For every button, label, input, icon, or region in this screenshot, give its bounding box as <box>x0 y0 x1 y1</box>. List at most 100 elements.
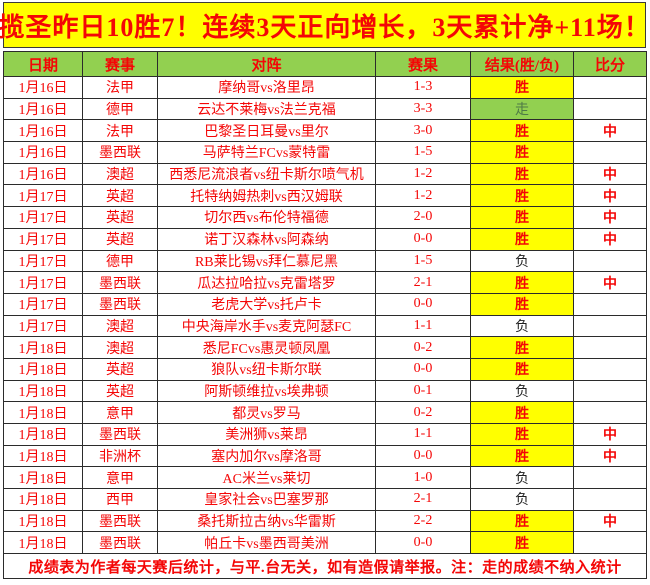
result-cell: 胜 <box>470 357 574 381</box>
date-cell: 1月18日 <box>3 488 83 511</box>
result-cell: 胜 <box>470 292 574 316</box>
match-cell: 切尔西vs布伦特福德 <box>157 206 376 229</box>
date-cell: 1月16日 <box>3 97 83 121</box>
result-cell: 胜 <box>470 227 574 251</box>
match-cell: 阿斯顿维拉vs埃弗顿 <box>157 379 376 403</box>
date-cell: 1月18日 <box>3 509 83 533</box>
score-cell: 3-0 <box>375 119 471 143</box>
mark-cell <box>573 249 647 273</box>
column-header-score: 赛果 <box>375 51 471 77</box>
table-row: 1月16日 德甲 云达不莱梅vs法兰克福 3-3 走 <box>3 97 647 121</box>
page-title: 揽圣昨日10胜7！连续3天正向增长，3天累计净+11场！ <box>0 12 650 42</box>
date-cell: 1月17日 <box>3 314 83 338</box>
mark-cell <box>573 401 647 424</box>
match-cell: 老虎大学vs托卢卡 <box>157 292 376 316</box>
table-row: 1月17日 墨西联 老虎大学vs托卢卡 0-0 胜 <box>3 292 647 316</box>
match-cell: 瓜达拉哈拉vs克雷塔罗 <box>157 271 376 294</box>
results-table-body: 1月16日 法甲 摩纳哥vs洛里昂 1-3 胜 1月16日 德甲 云达不莱梅vs法兰克福 3-3… <box>3 76 647 555</box>
mark-cell: 中 <box>573 423 647 446</box>
league-cell: 法甲 <box>82 76 158 99</box>
score-cell: 1-0 <box>375 466 471 490</box>
results-table: 日期 赛事 对阵 赛果 结果(胜/负) 比分 1月16日 法甲 摩纳哥vs洛里昂 1-… <box>3 51 647 580</box>
result-cell: 胜 <box>470 444 574 468</box>
table-row: 1月18日 澳超 悉尼FCvs惠灵顿凤凰 0-2 胜 <box>3 336 647 359</box>
date-cell: 1月16日 <box>3 162 83 186</box>
match-cell: 悉尼FCvs惠灵顿凤凰 <box>157 336 376 359</box>
date-cell: 1月16日 <box>3 119 83 143</box>
mark-cell: 中 <box>573 119 647 143</box>
match-cell: 马萨特兰FCvs蒙特雷 <box>157 141 376 164</box>
mark-cell <box>573 314 647 338</box>
league-cell: 意甲 <box>82 466 158 490</box>
score-cell: 0-0 <box>375 531 471 555</box>
league-cell: 德甲 <box>82 249 158 273</box>
column-header-date: 日期 <box>3 51 83 77</box>
results-table-footer: 成绩表为作者每天赛后统计，与平.台无关，如有造假请举报。注：走的成绩不纳入统计 <box>3 553 647 580</box>
column-header-league: 赛事 <box>82 51 158 77</box>
score-cell: 0-0 <box>375 292 471 316</box>
date-cell: 1月16日 <box>3 141 83 164</box>
table-row: 1月18日 意甲 AC米兰vs莱切 1-0 负 <box>3 466 647 490</box>
score-cell: 1-3 <box>375 76 471 99</box>
table-row: 1月18日 西甲 皇家社会vs巴塞罗那 2-1 负 <box>3 488 647 511</box>
mark-cell <box>573 97 647 121</box>
league-cell: 英超 <box>82 357 158 381</box>
mark-cell <box>573 292 647 316</box>
date-cell: 1月17日 <box>3 184 83 208</box>
match-cell: 托特纳姆热刺vs西汉姆联 <box>157 184 376 208</box>
result-cell: 胜 <box>470 531 574 555</box>
header-row: 日期 赛事 对阵 赛果 结果(胜/负) 比分 <box>3 51 647 77</box>
date-cell: 1月18日 <box>3 379 83 403</box>
score-cell: 0-0 <box>375 227 471 251</box>
table-row: 1月18日 墨西联 帕丘卡vs墨西哥美洲 0-0 胜 <box>3 531 647 555</box>
column-header-match: 对阵 <box>157 51 376 77</box>
result-cell: 胜 <box>470 206 574 229</box>
table-row: 1月18日 墨西联 美洲狮vs莱昂 1-1 胜中 <box>3 423 647 446</box>
result-cell: 胜 <box>470 271 574 294</box>
match-cell: 云达不莱梅vs法兰克福 <box>157 97 376 121</box>
league-cell: 墨西联 <box>82 292 158 316</box>
score-cell: 0-2 <box>375 401 471 424</box>
league-cell: 英超 <box>82 379 158 403</box>
mark-cell <box>573 336 647 359</box>
league-cell: 德甲 <box>82 97 158 121</box>
score-cell: 2-2 <box>375 509 471 533</box>
score-cell: 0-0 <box>375 444 471 468</box>
table-row: 1月18日 墨西联 桑托斯拉古纳vs华雷斯 2-2 胜中 <box>3 509 647 533</box>
result-cell: 负 <box>470 379 574 403</box>
result-cell: 胜 <box>470 184 574 208</box>
score-cell: 1-2 <box>375 162 471 186</box>
score-cell: 2-1 <box>375 488 471 511</box>
result-cell: 胜 <box>470 423 574 446</box>
date-cell: 1月18日 <box>3 357 83 381</box>
league-cell: 墨西联 <box>82 531 158 555</box>
date-cell: 1月18日 <box>3 336 83 359</box>
score-cell: 0-0 <box>375 357 471 381</box>
table-row: 1月18日 非洲杯 塞内加尔vs摩洛哥 0-0 胜中 <box>3 444 647 468</box>
mark-cell: 中 <box>573 509 647 533</box>
match-cell: 帕丘卡vs墨西哥美洲 <box>157 531 376 555</box>
score-cell: 0-2 <box>375 336 471 359</box>
league-cell: 澳超 <box>82 336 158 359</box>
match-cell: 皇家社会vs巴塞罗那 <box>157 488 376 511</box>
mark-cell <box>573 466 647 490</box>
league-cell: 意甲 <box>82 401 158 424</box>
score-cell: 2-0 <box>375 206 471 229</box>
league-cell: 墨西联 <box>82 271 158 294</box>
score-cell: 3-3 <box>375 97 471 121</box>
table-row: 1月17日 德甲 RB莱比锡vs拜仁慕尼黑 1-5 负 <box>3 249 647 273</box>
league-cell: 英超 <box>82 227 158 251</box>
column-header-mark: 比分 <box>573 51 647 77</box>
footer-note: 成绩表为作者每天赛后统计，与平.台无关，如有造假请举报。注：走的成绩不纳入统计 <box>3 553 647 580</box>
league-cell: 英超 <box>82 206 158 229</box>
result-cell: 走 <box>470 97 574 121</box>
mark-cell: 中 <box>573 444 647 468</box>
mark-cell: 中 <box>573 227 647 251</box>
match-cell: AC米兰vs莱切 <box>157 466 376 490</box>
mark-cell <box>573 357 647 381</box>
column-header-result: 结果(胜/负) <box>470 51 574 77</box>
score-cell: 2-1 <box>375 271 471 294</box>
title-banner: 揽圣昨日10胜7！连续3天正向增长，3天累计净+11场！ <box>0 2 650 48</box>
match-cell: 摩纳哥vs洛里昂 <box>157 76 376 99</box>
mark-cell: 中 <box>573 184 647 208</box>
